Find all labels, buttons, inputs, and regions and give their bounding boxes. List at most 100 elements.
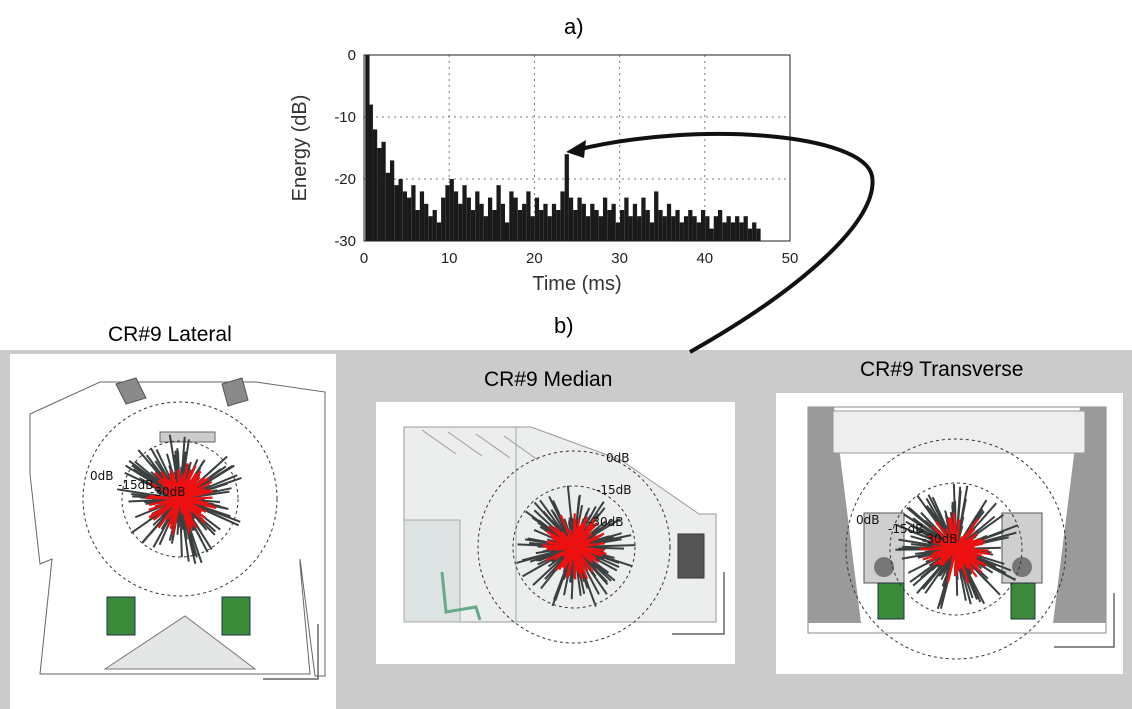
- early-reflection-ray: [947, 548, 958, 578]
- energy-bar: [449, 179, 454, 241]
- energy-bar: [705, 216, 710, 241]
- energy-bar: [718, 210, 723, 241]
- energy-bar: [564, 154, 569, 241]
- energy-bar: [377, 148, 382, 241]
- energy-bar: [500, 203, 506, 241]
- median-title: CR#9 Median: [484, 368, 613, 391]
- median-reflections: [516, 485, 636, 607]
- lateral-reflections: [116, 434, 242, 565]
- transverse-reflections: [895, 483, 1019, 610]
- early-reflection-ray: [955, 548, 975, 571]
- energy-bar: [594, 210, 599, 241]
- x-axis-label: Time (ms): [532, 273, 621, 295]
- energy-bar: [568, 197, 574, 241]
- db-label-0: 0dB: [90, 469, 113, 483]
- energy-bar: [649, 222, 655, 241]
- energy-bar: [483, 216, 488, 241]
- lateral-title: CR#9 Lateral: [108, 323, 232, 346]
- early-reflection-ray: [179, 476, 201, 500]
- right-speaker: [221, 377, 249, 407]
- energy-bar: [752, 222, 757, 241]
- energy-bar: [526, 191, 531, 241]
- x-tick-label: 0: [360, 250, 368, 267]
- energy-bar: [637, 216, 642, 241]
- energy-bar: [415, 210, 420, 241]
- energy-bar: [688, 210, 693, 241]
- energy-bar: [573, 210, 578, 241]
- ring-0db: [845, 438, 1067, 660]
- energy-bar: [581, 203, 586, 241]
- energy-time-chart: 0 10 20 30 40 50 0 -10 -20 -30 Time (ms) Energy (…: [289, 47, 798, 295]
- energy-bar: [530, 216, 535, 241]
- db-label-15: -15dB: [596, 483, 631, 497]
- ceiling-cloud: [832, 410, 1086, 454]
- energy-bar: [445, 185, 450, 241]
- energy-bar: [709, 228, 714, 241]
- db-label-0: 0dB: [606, 451, 629, 465]
- energy-bar: [585, 216, 591, 241]
- median-view: 0dB -15dB -30dB: [376, 402, 735, 664]
- energy-bar: [534, 197, 540, 241]
- early-reflection-ray: [555, 546, 575, 558]
- x-tick-label: 10: [441, 250, 458, 267]
- energy-bar: [624, 197, 629, 241]
- energy-bar: [458, 203, 463, 241]
- early-reflection-ray: [955, 548, 982, 565]
- early-reflection-ray: [573, 546, 586, 564]
- y-tick-label: -30: [334, 233, 356, 250]
- left-speaker: [115, 377, 147, 405]
- energy-bar: [475, 191, 480, 241]
- energy-bar: [466, 197, 471, 241]
- right-woofer: [1012, 557, 1032, 577]
- early-reflection-ray: [148, 498, 181, 519]
- y-tick-label: 0: [348, 47, 356, 64]
- energy-bar: [368, 104, 373, 241]
- speaker-side: [677, 533, 705, 579]
- energy-bar: [700, 210, 706, 241]
- lateral-svg: 0dB -15dB -30dB: [29, 377, 326, 680]
- energy-bar: [611, 203, 616, 241]
- energy-bar: [739, 222, 744, 241]
- energy-bar: [487, 197, 493, 241]
- early-reflection-ray: [149, 494, 181, 501]
- lateral-view: 0dB -15dB -30dB: [10, 354, 336, 709]
- energy-bar: [509, 191, 514, 241]
- ring-15db: [121, 440, 239, 558]
- energy-bar: [726, 216, 731, 241]
- door: [403, 519, 461, 623]
- x-tick-label: 40: [696, 250, 713, 267]
- chair-right: [1010, 582, 1036, 620]
- db-label-30: -30dB: [922, 532, 957, 546]
- early-reflection-ray: [546, 545, 575, 550]
- y-axis-label: Energy (dB): [289, 95, 311, 202]
- early-reflection-ray: [572, 518, 581, 548]
- energy-bar: [385, 172, 390, 241]
- energy-bar: [479, 203, 484, 241]
- panel-a-label: a): [564, 14, 584, 39]
- energy-bar: [735, 216, 740, 241]
- energy-bar: [641, 197, 646, 241]
- energy-bar: [517, 210, 523, 241]
- energy-bar: [730, 222, 736, 241]
- energy-bar: [602, 197, 608, 241]
- transverse-title: CR#9 Transverse: [860, 358, 1024, 381]
- energy-bar: [424, 203, 429, 241]
- energy-bar: [607, 210, 612, 241]
- early-reflection-ray: [169, 498, 182, 530]
- energy-bar: [398, 179, 403, 241]
- ring-0db: [82, 401, 278, 597]
- energy-bar: [513, 197, 518, 241]
- chair-right: [221, 596, 251, 636]
- early-reflection-ray: [178, 498, 190, 529]
- early-reflection-ray: [572, 546, 576, 579]
- db-label-30: -30dB: [588, 515, 623, 529]
- early-reflection-ray: [955, 535, 967, 550]
- energy-bar: [577, 197, 582, 241]
- energy-bar: [654, 191, 659, 241]
- energy-bar: [747, 228, 753, 241]
- energy-bar: [590, 203, 595, 241]
- energy-bar: [419, 191, 425, 241]
- energy-bar: [436, 222, 442, 241]
- energy-bar: [722, 222, 727, 241]
- early-reflection-ray: [176, 482, 182, 500]
